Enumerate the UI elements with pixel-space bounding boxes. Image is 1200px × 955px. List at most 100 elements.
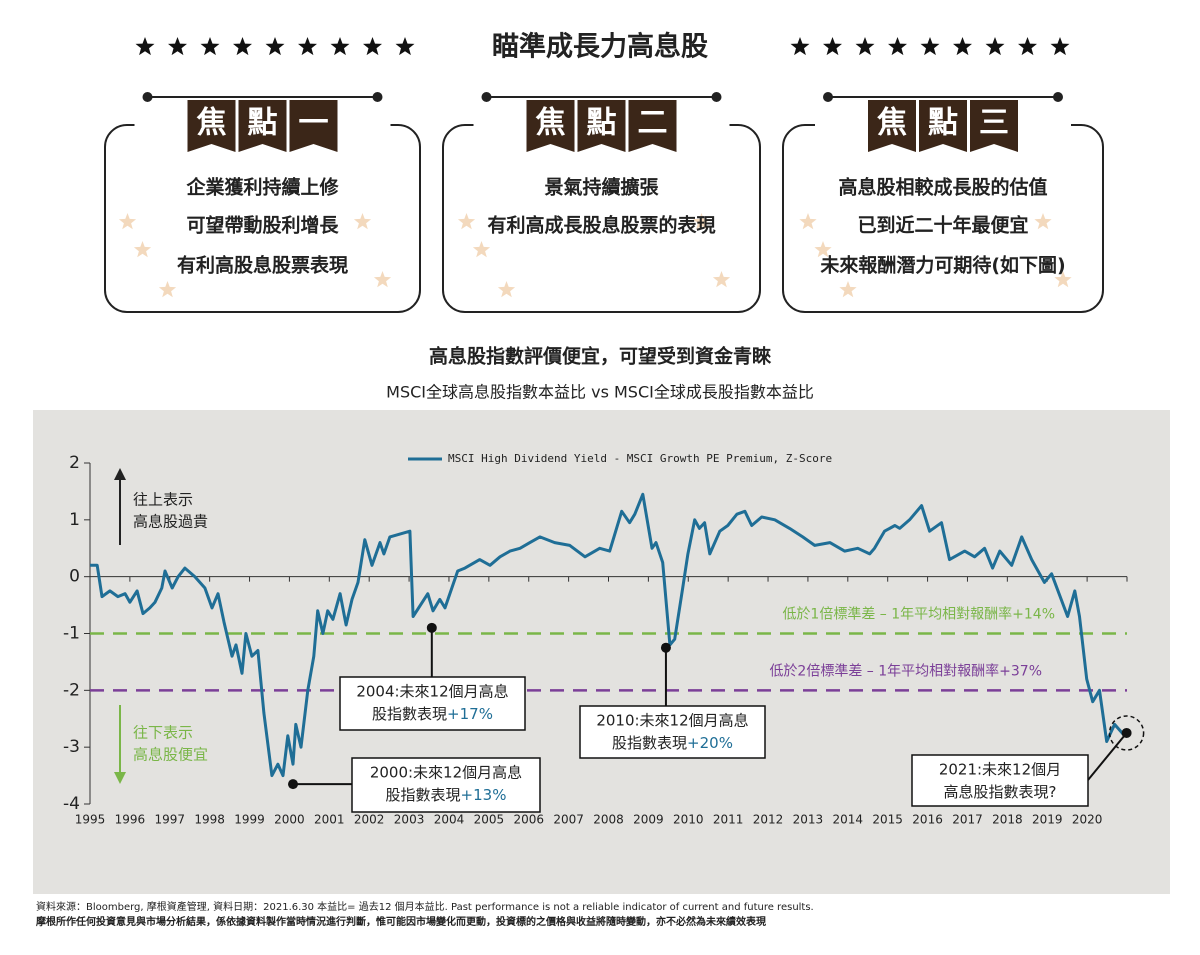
annotation-box: [911, 754, 1089, 807]
x-tick-label: 2006: [513, 813, 544, 827]
annotation-line: 股指數表現+13%: [386, 786, 507, 804]
up-note: 往上表示: [133, 491, 193, 509]
x-tick-label: 2008: [593, 813, 624, 827]
focus-line: 已到近二十年最便宜: [857, 214, 1028, 237]
tag-flag: [526, 100, 575, 152]
header-star: [330, 37, 350, 56]
x-tick-label: 2015: [872, 813, 903, 827]
annotation-text: 股指數表現: [372, 705, 447, 723]
focus-line: 景氣持續擴張: [544, 176, 659, 199]
tag-char: 點: [928, 106, 958, 141]
chart-subtitle: MSCI全球高息股指數本益比 vs MSCI全球成長股指數本益比: [386, 383, 814, 402]
x-tick-label: 2013: [793, 813, 824, 827]
deco-star: [118, 213, 137, 230]
header-star: [985, 37, 1005, 56]
reference-label: 低於1倍標準差 – 1年平均相對報酬率+14%: [782, 606, 1055, 623]
tag-char: 焦: [536, 106, 566, 141]
annotation-point: [288, 779, 299, 790]
header-star: [135, 37, 155, 56]
annotation-box: [579, 705, 766, 759]
x-tick-label: 1997: [154, 813, 185, 827]
deco-star: [472, 241, 491, 258]
focus-line: 可望帶動股利增長: [186, 214, 339, 237]
x-tick-label: 1995: [75, 813, 106, 827]
header-star: [953, 37, 972, 56]
header-star: [1018, 37, 1037, 56]
deco-star: [1054, 271, 1072, 288]
up-note: 高息股過貴: [133, 513, 208, 531]
deco-star: [158, 281, 177, 298]
annotation-text: 股指數表現: [386, 786, 461, 804]
focus-line: 高息股相較成長股的估值: [838, 176, 1047, 199]
deco-star: [712, 271, 731, 288]
deco-star: [353, 213, 372, 230]
focus-line: 有利高成長股息股票的表現: [487, 214, 715, 237]
x-tick-label: 2017: [952, 813, 983, 827]
header-star: [855, 37, 875, 56]
deco-star: [799, 213, 817, 230]
tag-pin: [1053, 92, 1063, 102]
tag-char: 焦: [877, 106, 907, 141]
header-star: [200, 37, 220, 56]
tag-char: 二: [638, 106, 668, 141]
tag-flag: [289, 100, 338, 152]
x-tick-label: 1999: [234, 813, 265, 827]
annotation-line: 2004:未來12個月高息: [356, 683, 508, 701]
connector: [1087, 732, 1128, 781]
down-note: 往下表示: [133, 724, 193, 742]
deco-star: [814, 241, 832, 258]
deco-star: [133, 241, 152, 258]
annotation-line: 股指數表現+17%: [372, 705, 493, 723]
x-tick-label: 2011: [713, 813, 744, 827]
annotation-box: [339, 676, 526, 731]
chart-panel: [33, 410, 1170, 894]
x-tick-label: 2004: [434, 813, 465, 827]
up-arrowhead: [114, 468, 126, 480]
x-tick-label: 2005: [474, 813, 505, 827]
tag-char: 點: [587, 106, 617, 141]
deco-star: [839, 281, 857, 298]
x-tick-label: 2001: [314, 813, 345, 827]
annotation-line: 2021:未來12個月: [939, 761, 1061, 779]
x-tick-label: 2007: [553, 813, 584, 827]
annotation-highlight: +20%: [687, 734, 733, 752]
footer-disclaimer: 摩根所作任何投資意見與市場分析結果，係依據資料製作當時情況進行判斷，惟可能因市場…: [36, 915, 766, 928]
tag-flag: [868, 100, 916, 152]
x-tick-label: 2019: [1032, 813, 1063, 827]
legend-label: MSCI High Dividend Yield - MSCI Growth P…: [448, 452, 832, 465]
header-title: 瞄準成長力高息股: [492, 31, 708, 63]
deco-star: [373, 271, 392, 288]
header-star: [823, 37, 842, 56]
tag-pin: [823, 92, 833, 102]
header-star: [168, 37, 187, 56]
y-tick-label: 1: [69, 510, 80, 530]
header-star: [920, 37, 940, 56]
tag-flag: [919, 100, 967, 152]
tag-flag: [970, 100, 1018, 152]
down-arrowhead: [114, 772, 126, 784]
annotation-point: [660, 642, 671, 653]
tag-char: 一: [299, 106, 329, 141]
x-tick-label: 2016: [912, 813, 943, 827]
tag-pin: [372, 92, 383, 102]
y-tick-label: -2: [63, 680, 80, 700]
y-tick-label: -3: [63, 737, 80, 757]
x-tick-label: 2000: [274, 813, 305, 827]
header-star: [1050, 37, 1070, 56]
annotation-point: [426, 622, 437, 633]
x-tick-label: 1996: [115, 813, 146, 827]
header-star: [265, 37, 285, 56]
x-tick-label: 2009: [633, 813, 664, 827]
annotation-line: 2000:未來12個月高息: [370, 764, 522, 782]
focus-line: 有利高股息股票表現: [177, 254, 348, 277]
deco-star: [457, 213, 476, 230]
tag-char: 三: [979, 106, 1009, 141]
x-tick-label: 2018: [992, 813, 1023, 827]
focus-line: 企業獲利持續上修: [185, 176, 339, 199]
annotation-highlight: +13%: [461, 786, 507, 804]
tag-pin: [481, 92, 492, 102]
x-tick-label: 2010: [673, 813, 704, 827]
x-tick-label: 2020: [1072, 813, 1103, 827]
